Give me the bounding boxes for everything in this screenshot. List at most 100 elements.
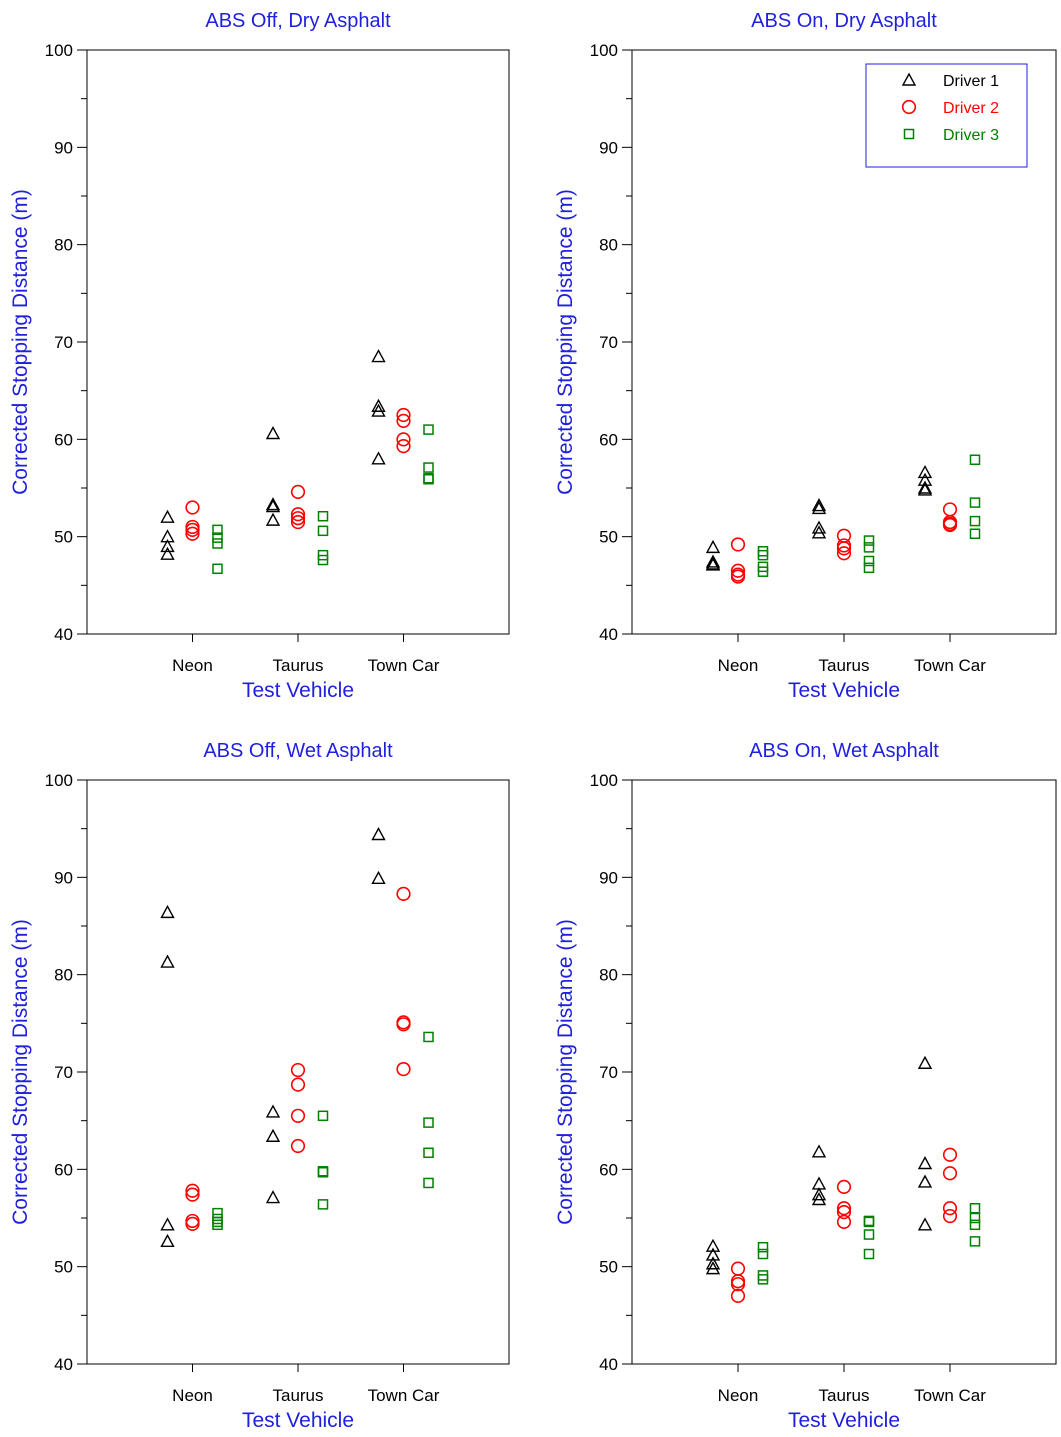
plot-frame [86,779,510,1365]
data-point [290,484,306,499]
data-point [730,563,746,578]
y-tick-label: 80 [54,966,73,985]
y-axis-label: Corrected Stopping Distance (m) [554,189,577,495]
data-point [969,1212,981,1224]
series-driver-1 [705,1055,933,1275]
data-point [705,554,721,568]
y-tick-label: 40 [599,625,618,644]
data-point [212,532,223,543]
chart-panel-4: ABS On, Wet Asphalt 40 50 60 70 80 90 100 Neon Ta… [554,740,1057,1432]
data-point [185,1216,200,1231]
data-point [185,526,200,541]
data-point [160,954,175,968]
data-point [730,1274,746,1289]
x-tick-label: Neon [172,1386,213,1405]
series-driver-2 [185,886,411,1231]
data-point [757,1241,769,1253]
chart-panel-1: ABS Off, Dry Asphalt 40 50 60 70 80 90 100 Neon T… [9,10,510,702]
data-point [185,522,200,537]
data-point [160,538,175,553]
data-point [290,514,306,530]
x-tick-label: Town Car [368,1386,440,1405]
data-point [396,886,411,901]
data-point [160,546,175,560]
data-point [160,904,175,919]
data-point [863,542,875,553]
y-tick-label: 100 [590,41,618,60]
data-point [423,1031,434,1043]
data-point [212,1207,223,1219]
chart-title: ABS Off, Wet Asphalt [203,740,393,762]
data-point [811,1144,827,1158]
x-axis-label: Test Vehicle [788,1409,900,1432]
y-tick-label: 50 [54,528,73,547]
chart-title: ABS Off, Dry Asphalt [205,10,391,32]
data-point [811,498,827,512]
x-axis-label: Test Vehicle [788,679,900,702]
plot-frame [631,779,1057,1365]
data-point [371,451,386,465]
data-point [863,562,875,574]
data-point [290,1108,306,1123]
data-point [863,535,875,546]
x-tick-label: Town Car [914,1386,986,1405]
data-point [317,510,329,522]
y-tick-label: 60 [599,1160,618,1179]
x-tick-label: Town Car [368,656,440,675]
x-tick-label: Neon [718,656,759,675]
data-point [917,1156,933,1170]
data-point [757,549,769,561]
data-point [185,1213,200,1229]
y-tick-label: 70 [54,333,73,352]
legend-box [865,63,1028,168]
data-point [917,1174,933,1188]
data-point [969,497,981,508]
chart-panel-3: ABS Off, Wet Asphalt 40 50 60 70 80 90 100 Neon T… [9,740,510,1432]
series-driver-3 [757,1203,981,1285]
data-point [160,1233,175,1248]
data-point [423,1117,434,1128]
data-point [705,1256,721,1270]
data-point [212,524,223,536]
series-driver-1 [160,349,386,560]
data-point [942,517,958,533]
data-point [371,349,386,363]
x-tick-label: Neon [172,656,213,675]
y-axis-label: Corrected Stopping Distance (m) [554,919,577,1225]
data-point [423,462,434,473]
data-point [212,563,223,575]
x-tick-label: Taurus [272,656,323,675]
data-point [730,537,746,552]
data-point [917,482,933,496]
data-point [212,538,223,549]
data-point [757,1248,769,1260]
legend-marker-circle [901,99,917,115]
x-tick-label: Town Car [914,656,986,675]
plot-frame [86,49,510,635]
data-point [942,1166,958,1181]
data-point [396,413,411,428]
data-point [290,507,306,522]
data-point [290,1138,306,1154]
data-point [942,1208,958,1224]
y-tick-label: 100 [45,771,73,790]
data-point [212,1219,223,1231]
data-point [705,539,721,554]
data-point [371,870,386,885]
data-point [730,1288,746,1303]
y-axis-label: Corrected Stopping Distance (m) [9,189,32,495]
x-tick-label: Taurus [818,656,869,675]
y-tick-label: 90 [54,138,73,157]
data-point [317,525,329,537]
legend-marker-square [903,128,915,140]
data-point [730,1261,746,1276]
data-point [917,480,933,494]
data-point [836,1205,852,1220]
data-point [969,454,981,466]
y-tick-label: 40 [54,625,73,644]
data-point [396,1017,411,1032]
data-point [396,407,411,423]
y-tick-label: 60 [599,430,618,449]
series-driver-1 [160,827,386,1248]
